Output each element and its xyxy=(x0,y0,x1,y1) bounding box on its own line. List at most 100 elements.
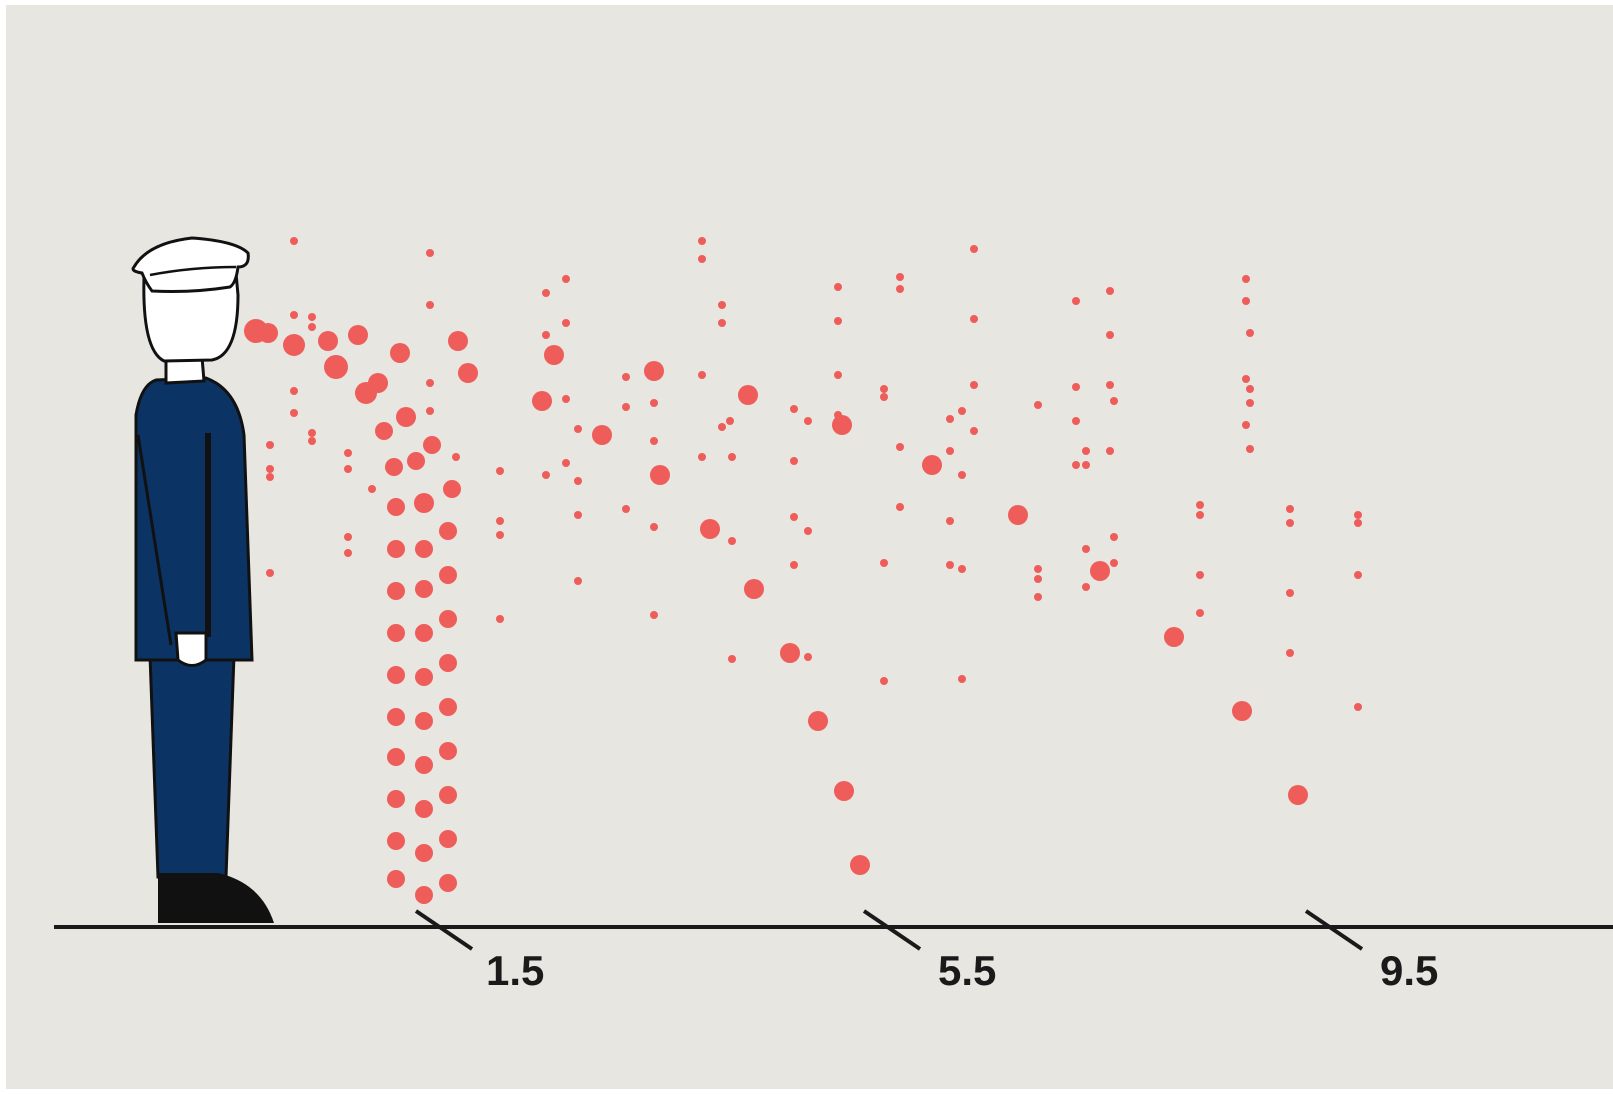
droplet xyxy=(439,742,457,760)
droplet xyxy=(574,425,582,433)
droplet xyxy=(415,844,433,862)
droplet xyxy=(532,391,552,411)
droplet xyxy=(1246,329,1254,337)
droplet xyxy=(1034,593,1042,601)
droplet xyxy=(562,319,570,327)
droplet xyxy=(387,498,405,516)
droplet xyxy=(850,855,870,875)
droplet xyxy=(387,540,405,558)
droplet xyxy=(1082,461,1090,469)
droplet xyxy=(1354,519,1362,527)
droplet xyxy=(496,467,504,475)
droplet xyxy=(1106,287,1114,295)
sailor-figure-icon xyxy=(131,236,274,923)
droplet xyxy=(387,790,405,808)
droplet xyxy=(728,655,736,663)
droplet xyxy=(266,465,274,473)
droplet xyxy=(308,313,316,321)
droplet xyxy=(896,503,904,511)
droplet xyxy=(308,429,316,437)
droplet xyxy=(896,285,904,293)
droplet xyxy=(443,480,461,498)
droplet xyxy=(946,415,954,423)
droplet xyxy=(700,519,720,539)
droplet xyxy=(290,311,298,319)
droplet xyxy=(266,441,274,449)
droplet xyxy=(290,387,298,395)
droplet xyxy=(415,668,433,686)
droplet xyxy=(1110,397,1118,405)
droplet xyxy=(415,540,433,558)
droplet xyxy=(922,455,942,475)
distance-label: 5.5 xyxy=(938,947,996,994)
droplet xyxy=(1034,401,1042,409)
distance-marker-1-5: 1.5 xyxy=(414,909,544,994)
droplet xyxy=(439,522,457,540)
droplet xyxy=(283,334,305,356)
droplet xyxy=(1008,505,1028,525)
droplet xyxy=(1082,447,1090,455)
droplet xyxy=(290,409,298,417)
droplet xyxy=(832,415,852,435)
distance-marker-9-5: 9.5 xyxy=(1304,909,1438,994)
droplet xyxy=(1286,505,1294,513)
droplet xyxy=(1354,703,1362,711)
droplet xyxy=(439,610,457,628)
droplet xyxy=(415,800,433,818)
droplet xyxy=(542,331,550,339)
droplet xyxy=(592,425,612,445)
droplet xyxy=(726,417,734,425)
droplet xyxy=(414,493,434,513)
droplet xyxy=(1196,501,1204,509)
droplet xyxy=(1242,421,1250,429)
droplet xyxy=(834,317,842,325)
droplet xyxy=(698,237,706,245)
droplet xyxy=(1072,461,1080,469)
droplet xyxy=(266,569,274,577)
droplet xyxy=(415,886,433,904)
droplet xyxy=(650,523,658,531)
droplet xyxy=(439,654,457,672)
droplet xyxy=(423,436,441,454)
droplet xyxy=(1196,609,1204,617)
droplet xyxy=(622,373,630,381)
droplet xyxy=(718,301,726,309)
droplet xyxy=(1242,297,1250,305)
droplet xyxy=(439,786,457,804)
droplet xyxy=(1082,583,1090,591)
droplet xyxy=(344,465,352,473)
droplet xyxy=(958,675,966,683)
droplet xyxy=(426,379,434,387)
droplet xyxy=(1164,627,1184,647)
droplet xyxy=(348,325,368,345)
droplet xyxy=(622,505,630,513)
droplet xyxy=(308,437,316,445)
droplet xyxy=(1354,571,1362,579)
droplet xyxy=(1196,571,1204,579)
droplet xyxy=(1072,417,1080,425)
droplet xyxy=(1072,297,1080,305)
droplet xyxy=(496,517,504,525)
droplet xyxy=(1072,383,1080,391)
droplet xyxy=(804,527,812,535)
droplet xyxy=(1246,399,1254,407)
droplet xyxy=(1232,701,1252,721)
droplet xyxy=(698,453,706,461)
droplet xyxy=(650,611,658,619)
droplet xyxy=(744,579,764,599)
droplet xyxy=(368,485,376,493)
droplet xyxy=(738,385,758,405)
droplet xyxy=(970,381,978,389)
droplet-cloud xyxy=(244,237,1362,904)
droplet xyxy=(544,345,564,365)
droplet xyxy=(644,361,664,381)
droplet xyxy=(1106,381,1114,389)
droplet xyxy=(496,531,504,539)
droplet xyxy=(344,449,352,457)
droplet xyxy=(1106,331,1114,339)
droplet xyxy=(439,698,457,716)
droplet xyxy=(970,315,978,323)
droplet xyxy=(650,399,658,407)
droplet xyxy=(1288,785,1308,805)
droplet xyxy=(439,874,457,892)
